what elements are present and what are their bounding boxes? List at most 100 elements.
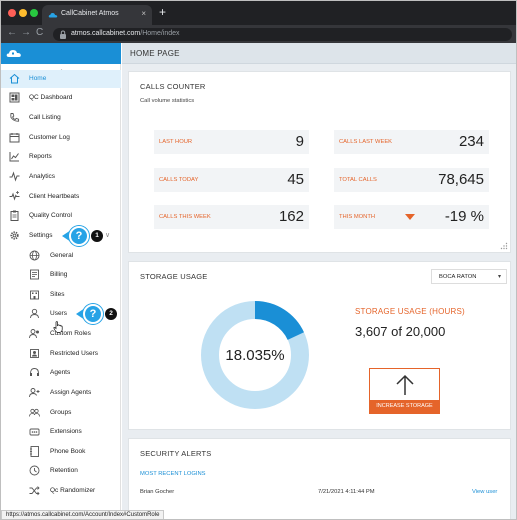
sidebar-subitem-qc-randomizer[interactable]: Qc Randomizer [1,482,121,500]
donut-used-arc [201,301,309,409]
sidebar-subitem-sites[interactable]: Sites [1,286,121,304]
sidebar-subitem-agents[interactable]: Agents [1,364,121,382]
sidebar-subitem-extensions[interactable]: Extensions [1,423,121,441]
browser-tab-bar: CallCabinet Atmos × + [1,1,516,25]
sidebar-item-analytics[interactable]: Analytics [1,168,121,186]
arrow-up-icon [396,374,414,395]
sidebar-logo-bar [1,43,121,64]
sidebar-subitem-billing[interactable]: Billing [1,266,121,284]
sidebar-subitem-retention[interactable]: Retention [1,462,121,480]
chart-icon [9,152,19,162]
security-alerts-card: SECURITY ALERTS MOST RECENT LOGINS Brian… [128,438,511,519]
stat-value: -19 % [444,208,484,225]
url-text: atmos.callcabinet.com/Home/index [71,30,180,37]
new-tab-button[interactable]: + [159,5,167,19]
back-icon[interactable]: ← [7,27,17,38]
help-icon: ? [83,304,103,324]
stat-value: 234 [458,133,484,150]
analytics-icon [9,171,20,182]
sidebar-item-client-heartbeats[interactable]: Client Heartbeats [1,188,121,206]
sidebar-subitem-label: Phone Book [50,448,86,455]
browser-tab[interactable]: CallCabinet Atmos × [42,5,152,25]
sidebar-item-home[interactable]: Home [1,70,121,88]
sidebar-subitem-custom-roles[interactable]: Custom Roles [1,325,121,343]
maximize-window-button[interactable] [30,9,38,17]
sidebar-subitem-label: Restricted Users [50,350,99,357]
stat-label: CALLS THIS WEEK [159,214,211,220]
sidebar-item-label: Home [29,75,47,82]
roles-icon [29,329,39,339]
sidebar-subitem-users[interactable]: Users [1,305,121,323]
sidebar-subitem-phone-book[interactable]: Phone Book [1,443,121,461]
sidebar-item-reports[interactable]: Reports [1,148,121,166]
callout-number: 2 [105,308,117,320]
resize-handle-icon[interactable] [500,242,508,250]
sidebar-subitem-restricted-users[interactable]: Restricted Users [1,345,121,363]
chevron-down-icon[interactable]: ∨ [105,232,111,239]
increase-storage-button[interactable]: INCREASE STORAGE [369,368,440,414]
caret-down-icon: ▾ [497,274,501,280]
site-select[interactable]: BOCA RATON ▾ [431,269,507,284]
dashboard-icon [9,92,20,103]
sidebar-subitem-label: Custom Roles [50,330,91,337]
stat-label: THIS MONTH [339,214,376,220]
sidebar-subitem-label: Assign Agents [50,389,92,396]
stat-calls-today: CALLS TODAY 45 [154,168,309,192]
callout-pointer [62,230,71,242]
stat-value: 78,645 [438,171,484,188]
sidebar-item-customer-log[interactable]: Customer Log [1,129,121,147]
url-input[interactable]: atmos.callcabinet.com/Home/index [53,28,512,41]
close-window-button[interactable] [8,9,16,17]
clipboard-icon [10,210,19,221]
stat-label: TOTAL CALLS [339,177,377,183]
callout-pointer [76,308,85,320]
sidebar-subitem-label: Qc Randomizer [50,487,96,494]
sidebar-subitem-label: Groups [50,409,72,416]
sidebar-item-settings[interactable]: Settings ∨ [1,227,121,245]
increase-storage-label: INCREASE STORAGE [370,400,439,413]
sidebar-item-label: Customer Log [29,134,70,141]
site-select-value: BOCA RATON [439,274,477,280]
sidebar-subitem-assign-agents[interactable]: Assign Agents [1,384,121,402]
security-alerts-title: SECURITY ALERTS [140,449,212,458]
sidebar-item-qc-dashboard[interactable]: QC Dashboard [1,89,121,107]
url-host: atmos.callcabinet.com [71,30,141,37]
forward-icon[interactable]: → [21,27,31,38]
sidebar-subitem-label: Agents [50,369,71,376]
stat-value: 9 [295,133,304,150]
sidebar-subitem-general[interactable]: General [1,247,121,265]
user-icon [30,308,39,319]
most-recent-logins-link[interactable]: MOST RECENT LOGINS [140,471,206,477]
sidebar-item-call-listing[interactable]: Call Listing [1,109,121,127]
page-title: HOME PAGE [130,49,180,58]
hand-cursor-icon [53,321,63,333]
stat-value: 45 [287,171,304,188]
reload-icon[interactable]: C [36,27,44,38]
calendar-icon [9,133,20,143]
cloud-logo-icon[interactable] [6,48,22,59]
sidebar-item-label: Call Listing [29,114,61,121]
sidebar-item-quality-control[interactable]: Quality Control [1,207,121,225]
collapse-chevron-icon[interactable]: ︿ [58,64,65,74]
donut-percent-label: 18.035% [225,347,285,364]
callout-users: ? 2 [76,304,123,324]
storage-usage-hours-value: 3,607 of 20,000 [355,324,446,339]
sidebar-subitem-label: Sites [50,291,65,298]
trend-down-icon [405,214,415,220]
lock-icon [60,30,66,39]
tab-close-icon[interactable]: × [141,9,146,18]
groups-icon [29,408,40,417]
sidebar: ︿ Home QC Dashboard Call Listing Custome… [1,43,121,519]
stat-total-calls: TOTAL CALLS 78,645 [334,168,489,192]
main-content: HOME PAGE CALLS COUNTER Call volume stat… [122,43,516,519]
stat-value: 162 [278,208,304,225]
storage-usage-title: STORAGE USAGE [140,272,208,281]
sidebar-item-label: QC Dashboard [29,94,73,101]
view-user-link[interactable]: View user [472,489,498,495]
sidebar-subitem-groups[interactable]: Groups [1,404,121,422]
minimize-window-button[interactable] [19,9,27,17]
building-icon [30,290,39,300]
assign-icon [29,388,40,398]
sidebar-subitem-label: Users [50,310,67,317]
